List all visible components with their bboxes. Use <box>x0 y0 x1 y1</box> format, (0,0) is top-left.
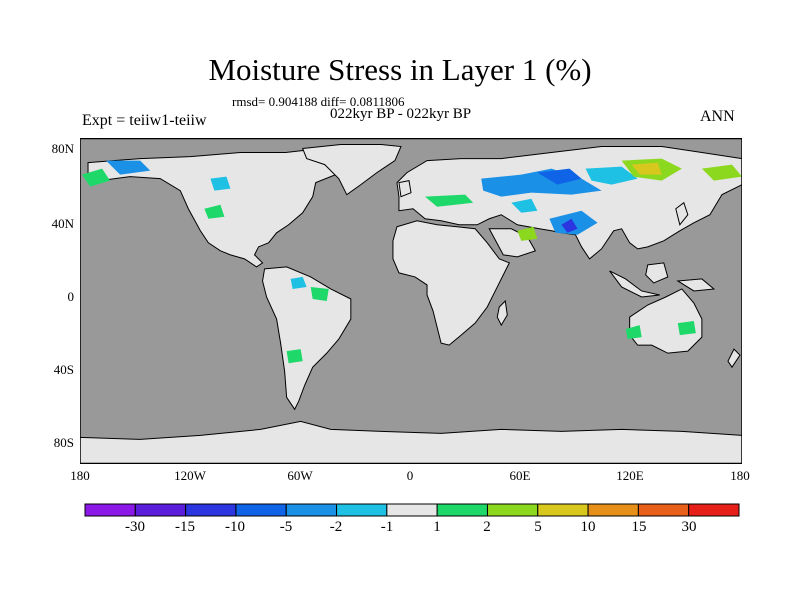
anomaly-patch <box>425 194 474 207</box>
greenland <box>301 144 402 196</box>
colorbar-swatch <box>386 503 438 517</box>
colorbar-swatch <box>134 503 187 517</box>
colorbar-swatch <box>436 503 488 517</box>
colorbar-swatch <box>235 503 287 517</box>
anomaly-patch <box>511 198 538 213</box>
anomaly-patch <box>585 166 638 185</box>
anomaly-patch <box>625 325 642 340</box>
x-tick-label: 120W <box>174 468 206 483</box>
borneo <box>645 262 669 284</box>
colorbar-label: -5 <box>279 519 293 535</box>
experiment-label: Expt = teiiw1-teiiw <box>82 112 207 129</box>
x-tick-label: 0 <box>406 468 414 483</box>
anomaly-patches <box>82 158 742 364</box>
anomaly-patch <box>82 168 111 187</box>
anomaly-patch <box>106 160 151 175</box>
y-tick-label: 80S <box>53 435 74 450</box>
anomaly-patch <box>204 204 225 219</box>
colorbar-label: 10 <box>580 519 596 535</box>
sumatra-java <box>609 270 660 298</box>
colorbar-label: -15 <box>175 519 195 535</box>
period-text: 022kyr BP - 022kyr BP <box>330 106 472 122</box>
colorbar-label: 30 <box>681 519 697 535</box>
colorbar-swatch <box>336 503 388 517</box>
anomaly-patch <box>517 226 538 241</box>
season-label: ANN <box>700 108 735 125</box>
anomaly-patch <box>631 162 662 175</box>
colorbar-label: -10 <box>225 519 245 535</box>
africa <box>392 220 510 346</box>
colorbar-label: 1 <box>433 519 441 535</box>
map-title: Moisture Stress in Layer 1 (%) <box>208 52 592 87</box>
x-tick-label: 180 <box>730 468 750 483</box>
x-tick-label: 180 <box>70 468 90 483</box>
anomaly-patch <box>310 286 329 301</box>
anomaly-patch <box>677 321 696 336</box>
y-tick-label: 40S <box>53 362 74 377</box>
colorbar-swatch <box>285 503 338 517</box>
south-america <box>262 266 352 411</box>
colorbar-label: -1 <box>380 519 394 535</box>
x-tick-label: 60E <box>509 468 531 483</box>
colorbar-label: -30 <box>125 519 145 535</box>
colorbar-swatch <box>587 503 639 517</box>
y-tick-label: 0 <box>67 289 75 304</box>
anomaly-patch <box>561 218 578 233</box>
colorbar-label: 5 <box>534 519 542 535</box>
y-tick-label: 80N <box>51 141 74 156</box>
british-isles <box>398 180 412 198</box>
colorbar-swatch <box>688 503 740 517</box>
colorbar-label: -2 <box>329 519 343 535</box>
x-tick-label: 120E <box>616 468 644 483</box>
anomaly-patch <box>286 349 303 364</box>
colorbar-swatch <box>637 503 690 517</box>
australia <box>629 288 703 354</box>
anomaly-patch <box>210 176 231 191</box>
stats-text: rmsd= 0.904188 diff= 0.0811806 <box>232 94 405 109</box>
new-guinea <box>676 278 716 292</box>
anomaly-patch <box>537 168 582 185</box>
colorbar-swatch <box>537 503 589 517</box>
new-zealand <box>727 348 741 369</box>
colorbar-label: 2 <box>483 519 491 535</box>
colorbar-swatch <box>84 503 136 517</box>
x-tick-label: 60W <box>287 468 313 483</box>
y-tick-label: 40N <box>51 216 74 231</box>
japan <box>675 201 689 226</box>
colorbar-swatch <box>486 503 539 517</box>
colorbar-swatch <box>185 503 237 517</box>
madagascar <box>496 299 508 327</box>
colorbar <box>84 503 740 517</box>
colorbar-label: 15 <box>631 519 647 535</box>
world-map <box>80 138 742 464</box>
anomaly-patch <box>701 164 742 181</box>
anomaly-patch <box>290 276 307 289</box>
